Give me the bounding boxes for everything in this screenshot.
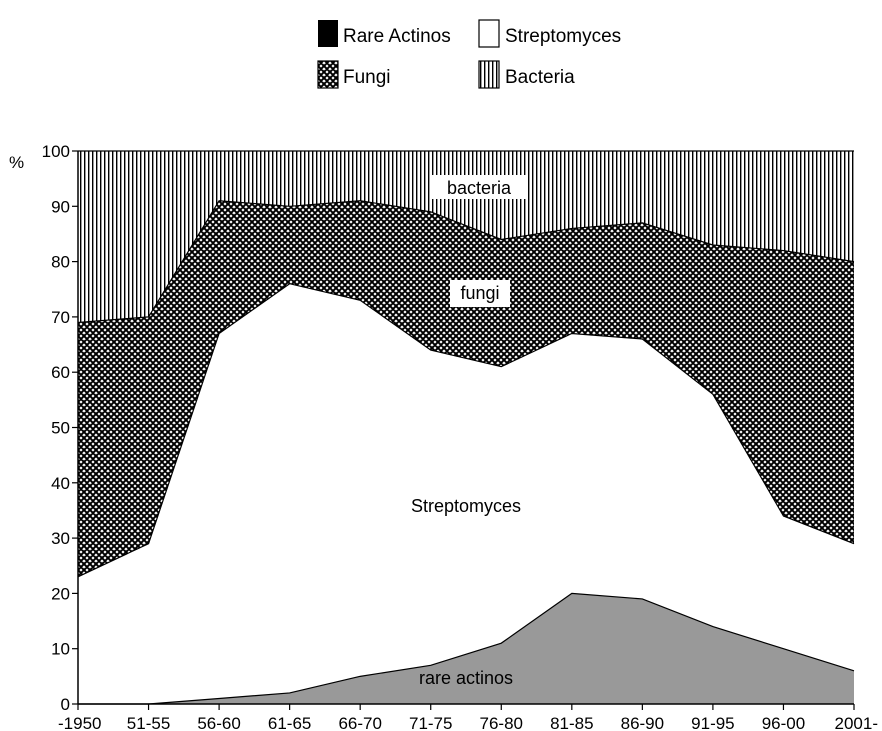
x-tick-label: 51-55: [127, 714, 170, 731]
y-tick-label: 10: [51, 640, 70, 659]
legend-item-streptomyces: Streptomyces: [478, 19, 621, 48]
x-tick-label: 2001-: [835, 714, 878, 731]
area-label-streptomyces: Streptomyces: [411, 496, 521, 516]
x-tick-label: 61-65: [268, 714, 311, 731]
area-label-bacteria: bacteria: [447, 178, 512, 198]
x-tick-label: 86-90: [621, 714, 664, 731]
legend: Rare Actinos Streptomyces Fungi Bacteria: [317, 19, 621, 89]
x-ticks: -1950 51-55 56-60 61-65 66-70 71-75 76-80 81-85…: [58, 704, 878, 731]
area-rare-actinos: [78, 593, 854, 704]
area-fungi: [78, 200, 854, 577]
y-tick-label: 30: [51, 529, 70, 548]
area-streptomyces: [78, 283, 854, 704]
label-bg-bacteria: [432, 175, 526, 199]
legend-swatch-rare-actinos: [318, 20, 338, 47]
boundary-line-fungi: [77, 200, 855, 324]
y-tick-label: 50: [51, 419, 70, 438]
y-tick-label: 60: [51, 363, 70, 382]
area-bacteria: [78, 151, 854, 323]
legend-label-streptomyces: Streptomyces: [505, 26, 621, 47]
plot-areas: [77, 150, 855, 705]
y-tick-label: 20: [51, 584, 70, 603]
y-tick-label: 40: [51, 474, 70, 493]
legend-swatch-fungi: [317, 60, 339, 89]
y-tick-label: 90: [51, 197, 70, 216]
boundary-line-streptomyces: [77, 283, 855, 578]
legend-swatch-bacteria: [478, 60, 500, 89]
legend-swatch-streptomyces: [478, 19, 500, 48]
x-tick-label: 76-80: [480, 714, 523, 731]
legend-label-bacteria: Bacteria: [505, 67, 575, 88]
x-tick-label: 71-75: [409, 714, 452, 731]
x-tick-label: 66-70: [338, 714, 381, 731]
legend-label-fungi: Fungi: [343, 67, 391, 88]
x-tick-label: 56-60: [197, 714, 240, 731]
y-tick-label: 80: [51, 253, 70, 272]
legend-item-rare-actinos: Rare Actinos: [318, 20, 451, 47]
y-tick-label: 100: [42, 142, 70, 161]
y-ticks: 0 10 20 30 40 50 60 70 80 90 100: [42, 142, 78, 714]
label-bg-fungi: [450, 280, 510, 307]
x-tick-label: 91-95: [691, 714, 734, 731]
x-tick-label: -1950: [58, 714, 101, 731]
legend-item-fungi: Fungi: [317, 60, 391, 89]
area-labels: bacteria fungi Streptomyces rare actinos: [411, 175, 526, 688]
area-label-fungi: fungi: [460, 283, 499, 303]
x-tick-label: 96-00: [762, 714, 805, 731]
y-tick-label: 70: [51, 308, 70, 327]
legend-label-rare-actinos: Rare Actinos: [343, 26, 451, 47]
y-tick-label: 0: [61, 695, 70, 714]
boundary-line-rare-actinos: [78, 592, 855, 705]
y-unit-label: %: [9, 153, 24, 172]
legend-item-bacteria: Bacteria: [478, 60, 575, 89]
area-label-rare-actinos: rare actinos: [419, 668, 513, 688]
x-tick-label: 81-85: [550, 714, 593, 731]
